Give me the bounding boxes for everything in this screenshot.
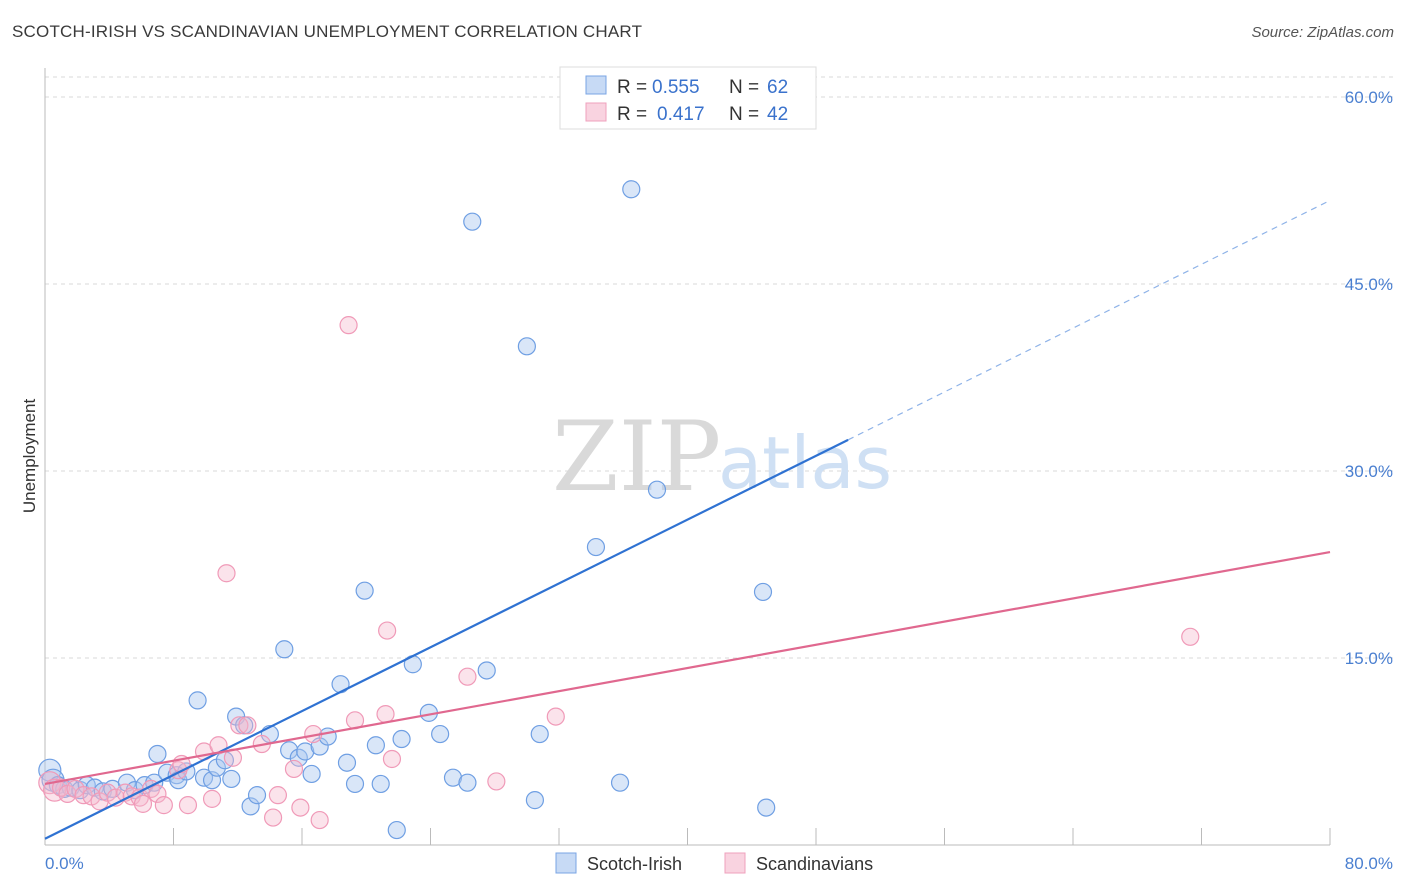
scandinavians-point-36: [378, 621, 397, 640]
scotch-irish-point-19: [188, 691, 207, 710]
trend-lines: [44, 199, 1331, 840]
series-legend: Scotch-Irish Scandinavians: [555, 852, 873, 874]
legend-n-label-1: N =: [729, 77, 759, 98]
scotch-irish-point-42: [371, 774, 390, 794]
scotch-irish-point-60: [757, 798, 776, 817]
bottom-legend-swatch-scandinavians: [724, 852, 746, 874]
scandinavians-point-13: [133, 794, 153, 813]
scandinavians-point-33: [310, 810, 329, 830]
scotch-irish-trend-line: [44, 438, 849, 840]
source-label: Source: ZipAtlas.com: [1251, 24, 1394, 41]
scandinavians-point-37: [376, 704, 395, 724]
scotch-irish-point-30: [275, 640, 294, 659]
scotch-irish-point-44: [392, 729, 411, 749]
scotch-irish-point-28: [247, 786, 267, 805]
scandinavians-point-19: [178, 796, 198, 815]
scotch-irish-point-14: [148, 744, 167, 764]
scandinavians-point-15: [148, 784, 167, 803]
scandinavians-point-29: [263, 808, 283, 827]
scotch-irish-point-39: [345, 774, 365, 794]
scandinavians-point-21: [202, 789, 222, 808]
scandinavians-point-34: [339, 316, 358, 335]
axes: [44, 68, 1331, 846]
scandinavians-point-30: [284, 759, 304, 779]
legend-r-value-1: 0.555: [652, 77, 700, 98]
scotch-irish-point-27: [241, 797, 260, 816]
scotch-irish-point-38: [337, 753, 357, 772]
scotch-irish-point-57: [622, 180, 641, 199]
scotch-irish-point-56: [610, 773, 630, 792]
x-tick-labels: 0.0% 80.0%: [45, 854, 1393, 873]
scotch-irish-point-33: [296, 742, 315, 761]
scotch-irish-point-24: [222, 769, 241, 789]
legend-n-value-2: 42: [767, 104, 788, 125]
chart-title: SCOTCH-IRISH VS SCANDINAVIAN UNEMPLOYMEN…: [12, 22, 643, 41]
legend-r-label-2: R =: [617, 104, 647, 125]
scotch-irish-point-43: [387, 820, 406, 840]
legend-swatch-blue: [585, 75, 607, 95]
scotch-irish-point-55: [586, 537, 606, 557]
scotch-irish-point-52: [517, 337, 536, 356]
scandinavians-point-39: [458, 667, 477, 686]
scandinavians-point-31: [291, 798, 310, 817]
scandinavians-point-42: [1181, 627, 1200, 646]
scotch-irish-point-41: [366, 736, 385, 755]
bottom-legend-swatch-scotch-irish: [555, 852, 577, 874]
scotch-irish-point-51: [477, 661, 496, 680]
scotch-irish-point-50: [463, 212, 482, 231]
bottom-legend-scandinavians: Scandinavians: [756, 854, 873, 874]
y-axis-label: Unemployment: [20, 399, 39, 514]
scandinavians-point-28: [268, 786, 288, 805]
scandinavians-point-41: [546, 707, 565, 726]
legend-n-label-2: N =: [729, 104, 759, 125]
scandinavians-trend-line: [44, 550, 1331, 785]
scotch-irish-point-48: [443, 768, 463, 787]
scandinavians-point-40: [487, 772, 506, 791]
scotch-irish-point-54: [530, 724, 549, 744]
legend-r-value-2: 0.417: [657, 104, 705, 125]
y-tick-label-30: 30.0%: [1345, 462, 1393, 481]
legend-r-label-1: R =: [617, 77, 647, 98]
scotch-irish-point-31: [280, 741, 299, 760]
scandinavians-point-38: [382, 749, 402, 769]
y-tick-label-15: 15.0%: [1345, 649, 1393, 668]
scandinavians-point-23: [217, 564, 236, 583]
scandinavians-point-26: [238, 716, 257, 735]
scotch-irish-point-53: [525, 791, 545, 810]
bottom-legend-scotch-irish: Scotch-Irish: [587, 854, 682, 874]
legend-n-value-1: 62: [767, 77, 788, 98]
correlation-legend: R = 0.555 N = 62 R = 0.417 N = 42: [559, 66, 817, 130]
scotch-irish-point-49: [458, 773, 477, 792]
y-tick-label-60: 60.0%: [1345, 88, 1393, 107]
watermark-zip: ZIP: [552, 401, 721, 513]
scotch-irish-point-59: [753, 582, 773, 602]
scotch-irish-point-34: [302, 764, 321, 784]
y-tick-label-45: 45.0%: [1345, 275, 1393, 294]
y-tick-labels: 15.0% 30.0% 45.0% 60.0%: [1345, 88, 1393, 668]
scotch-irish-point-58: [647, 480, 667, 499]
scotch-irish-point-40: [355, 581, 374, 600]
x-tick-label-min: 0.0%: [45, 854, 84, 873]
x-tick-label-max: 80.0%: [1345, 854, 1393, 873]
scotch-irish-trend-extension: [847, 199, 1331, 441]
scandinavians-point-16: [154, 796, 173, 815]
grid-lines: [45, 76, 1395, 659]
data-points: [38, 180, 1200, 840]
legend-swatch-pink: [585, 102, 607, 122]
watermark: ZIP atlas: [552, 401, 892, 513]
scotch-irish-point-47: [431, 724, 450, 744]
